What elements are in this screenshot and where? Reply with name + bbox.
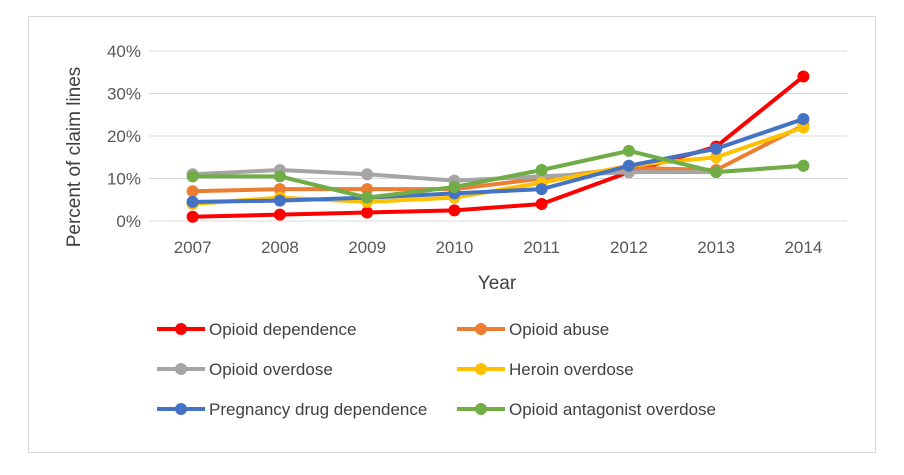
data-point [273,170,286,183]
data-point [797,113,810,125]
x-tick-label: 2007 [174,238,212,257]
data-point [535,164,548,176]
y-tick-label: 0% [116,212,141,231]
x-tick-label: 2013 [697,238,735,257]
legend-label: Opioid abuse [509,320,609,339]
data-point [361,191,374,204]
x-tick-label: 2012 [610,238,648,257]
data-point [273,208,286,221]
legend-swatch-marker [475,403,487,415]
x-tick-labels: 2007 2008 2009 2010 2011 2012 2013 2014 [174,238,823,257]
x-tick-label: 2011 [523,238,560,257]
series-line [190,148,806,200]
data-point [535,198,548,210]
legend-label: Opioid antagonist overdose [509,400,716,419]
legend-swatch-marker [175,323,187,335]
legend-swatch-marker [475,323,487,335]
x-tick-label: 2008 [261,238,299,257]
data-point [361,206,374,219]
data-point [361,168,374,181]
data-point [361,183,374,196]
series-lines [186,70,810,223]
data-point [622,159,635,172]
data-point [448,181,461,193]
x-axis-title: Year [478,273,517,294]
y-tick-label: 10% [107,170,141,189]
chart-frame: 0% 10% 20% 30% 40% 2007 2008 2009 2010 2011 2012 2… [28,16,876,453]
data-point [448,204,461,217]
data-point [797,121,810,134]
data-point [710,151,723,164]
y-tick-label: 40% [107,42,141,61]
x-tick-label: 2014 [784,238,822,257]
data-point [797,159,810,172]
legend-swatch-marker [175,403,187,415]
y-tick-labels: 0% 10% 20% 30% 40% [107,42,141,231]
legend-label: Pregnancy drug dependence [209,400,427,419]
x-tick-label: 2009 [348,238,386,257]
data-point [622,144,635,157]
legend-label: Opioid dependence [209,320,356,339]
data-point [710,142,723,155]
x-tick-label: 2010 [435,238,473,257]
data-point [186,170,199,183]
legend-item: Opioid antagonist overdose [457,400,716,419]
legend-item: Opioid abuse [457,320,609,339]
data-point [186,210,199,223]
legend-item: Opioid overdose [157,360,333,379]
data-point [186,185,199,198]
legend-label: Heroin overdose [509,360,634,379]
data-point [535,183,548,196]
legend-label: Opioid overdose [209,360,333,379]
data-point [273,194,286,207]
line-chart: 0%10%20%30%40% 2007 2008 2009 2010 2011 2012 2… [64,42,847,419]
legend-item: Pregnancy drug dependence [157,400,427,419]
legend-swatch-marker [475,363,487,375]
series-opioid-antagonist-overdose [186,144,810,204]
data-point [710,166,723,179]
data-point [273,183,286,196]
y-axis-title: Percent of claim lines [64,67,85,248]
series-line [190,117,806,204]
y-tick-label: 30% [107,85,141,104]
data-point [797,70,810,83]
legend-swatch-marker [175,363,187,375]
data-point [186,195,199,208]
legend-item: Opioid dependence [157,320,356,339]
gridlines [149,50,847,222]
y-tick-label: 20% [107,127,141,146]
legend: Opioid dependence Opioid abuse Opioid over… [157,320,716,419]
legend-item: Heroin overdose [457,360,634,379]
